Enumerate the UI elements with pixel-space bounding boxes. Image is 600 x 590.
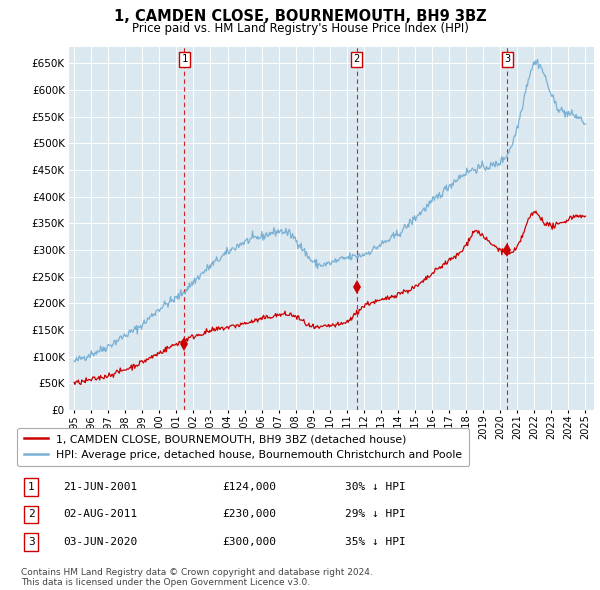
Text: 02-AUG-2011: 02-AUG-2011: [63, 510, 137, 519]
Text: 29% ↓ HPI: 29% ↓ HPI: [345, 510, 406, 519]
Text: 1: 1: [181, 54, 188, 64]
Text: 30% ↓ HPI: 30% ↓ HPI: [345, 482, 406, 491]
Text: £230,000: £230,000: [222, 510, 276, 519]
Text: 1: 1: [28, 482, 35, 491]
Text: 35% ↓ HPI: 35% ↓ HPI: [345, 537, 406, 546]
Text: This data is licensed under the Open Government Licence v3.0.: This data is licensed under the Open Gov…: [21, 578, 310, 587]
Text: Contains HM Land Registry data © Crown copyright and database right 2024.: Contains HM Land Registry data © Crown c…: [21, 568, 373, 576]
Text: 3: 3: [504, 54, 511, 64]
Text: £124,000: £124,000: [222, 482, 276, 491]
Legend: 1, CAMDEN CLOSE, BOURNEMOUTH, BH9 3BZ (detached house), HPI: Average price, deta: 1, CAMDEN CLOSE, BOURNEMOUTH, BH9 3BZ (d…: [17, 428, 469, 466]
Text: 2: 2: [353, 54, 360, 64]
Text: 1, CAMDEN CLOSE, BOURNEMOUTH, BH9 3BZ: 1, CAMDEN CLOSE, BOURNEMOUTH, BH9 3BZ: [113, 9, 487, 24]
Text: £300,000: £300,000: [222, 537, 276, 546]
Text: Price paid vs. HM Land Registry's House Price Index (HPI): Price paid vs. HM Land Registry's House …: [131, 22, 469, 35]
Text: 3: 3: [28, 537, 35, 546]
Text: 03-JUN-2020: 03-JUN-2020: [63, 537, 137, 546]
Text: 2: 2: [28, 510, 35, 519]
Text: 21-JUN-2001: 21-JUN-2001: [63, 482, 137, 491]
